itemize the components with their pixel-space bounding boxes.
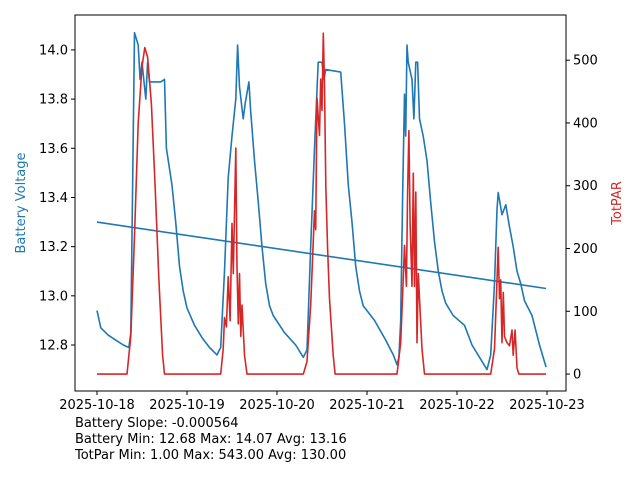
y-left-tick-label: 13.2 xyxy=(39,240,68,255)
battery-slope-text: Battery Slope: -0.000564 xyxy=(75,416,239,431)
y-right-tick-label: 300 xyxy=(573,179,598,194)
y-right-tick-label: 200 xyxy=(573,242,598,257)
x-tick-label: 2025-10-22 xyxy=(419,398,495,413)
x-tick-label: 2025-10-18 xyxy=(59,398,135,413)
y-left-tick-label: 14.0 xyxy=(39,43,68,58)
axes-frame xyxy=(74,14,567,392)
battery-stats-text: Battery Min: 12.68 Max: 14.07 Avg: 13.16 xyxy=(75,432,347,447)
x-tick-label: 2025-10-23 xyxy=(509,398,585,413)
x-tick-label: 2025-10-19 xyxy=(149,398,225,413)
stats-annotation: Battery Slope: -0.000564 Battery Min: 12… xyxy=(75,416,347,464)
y-left-tick-label: 13.8 xyxy=(39,93,68,108)
y-right-axis-label: TotPAR xyxy=(610,181,625,226)
y-right-tick-label: 0 xyxy=(573,368,581,383)
x-tick-label: 2025-10-21 xyxy=(329,398,405,413)
y-left-axis-label: Battery Voltage xyxy=(14,152,29,253)
battery-trend-line xyxy=(96,221,547,290)
totpar-stats-text: TotPar Min: 1.00 Max: 543.00 Avg: 130.00 xyxy=(75,448,347,463)
y-left-tick-label: 13.0 xyxy=(39,289,68,304)
y-right-tick-label: 100 xyxy=(573,305,598,320)
par-line xyxy=(97,32,547,375)
y-left-tick-label: 13.4 xyxy=(39,191,68,206)
x-tick-label: 2025-10-20 xyxy=(239,398,315,413)
y-right-tick-label: 500 xyxy=(573,54,598,69)
y-left-tick-label: 13.6 xyxy=(39,142,68,157)
y-left-tick-label: 12.8 xyxy=(39,339,68,354)
y-right-tick-label: 400 xyxy=(573,116,598,131)
